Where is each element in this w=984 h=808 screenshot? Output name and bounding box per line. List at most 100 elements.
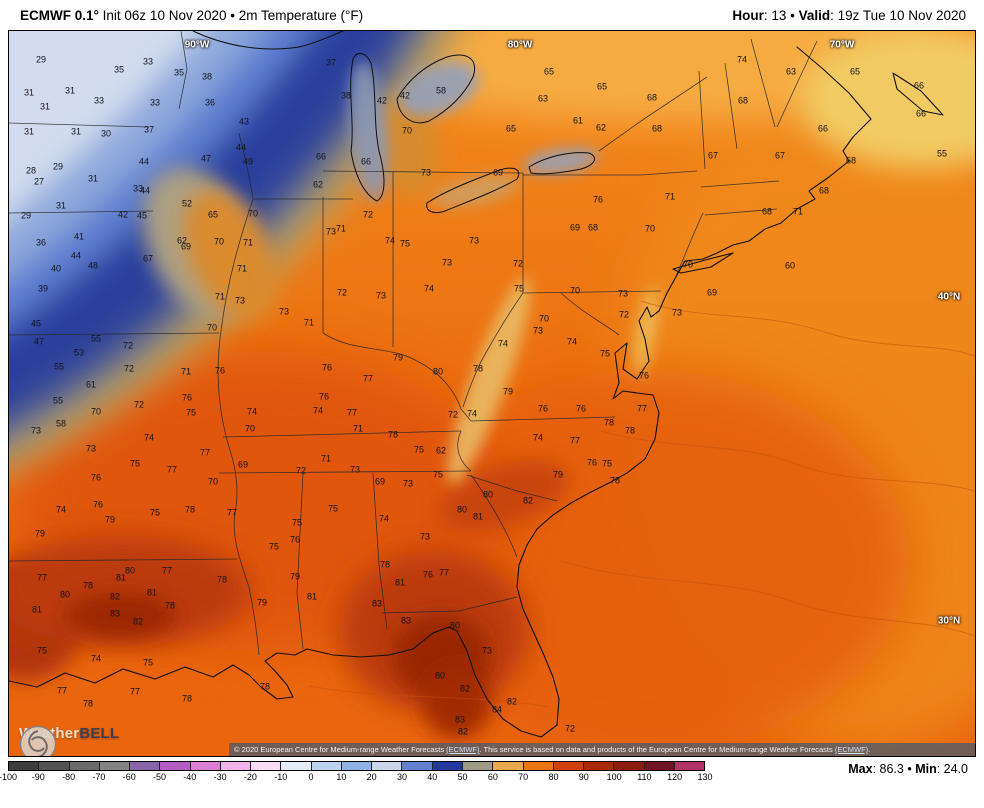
temp-value-label: 70 [401, 125, 413, 136]
temp-value-label: 75 [268, 541, 280, 552]
temp-value-label: 70 [244, 423, 256, 434]
temp-value-label: 63 [785, 66, 797, 77]
temp-value-label: 69 [706, 287, 718, 298]
temp-value-label: 80 [124, 565, 136, 576]
temp-value-label: 73 [30, 425, 42, 436]
temp-value-label: 77 [362, 373, 374, 384]
temp-value-label: 71 [320, 453, 332, 464]
temp-value-label: 76 [592, 194, 604, 205]
temp-value-label: 73 [375, 290, 387, 301]
temp-value-label: 44 [139, 185, 151, 196]
temp-value-label: 67 [774, 150, 786, 161]
temp-value-label: 70 [644, 223, 656, 234]
temp-value-label: 79 [552, 469, 564, 480]
hour-label: Hour [732, 7, 764, 23]
temp-value-label: 81 [306, 591, 318, 602]
colorbar-tick-label: 70 [518, 772, 529, 782]
colorbar-tick-label: 30 [396, 772, 407, 782]
temp-value-label: 31 [64, 85, 76, 96]
temp-value-label: 47 [200, 153, 212, 164]
temp-value-label: 37 [325, 57, 337, 68]
temp-value-label: 72 [447, 409, 459, 420]
colorbar-segment [281, 762, 312, 770]
isotherm-contours [308, 300, 975, 708]
min-value: : 24.0 [936, 762, 968, 776]
temp-value-label: 78 [387, 429, 399, 440]
temp-value-label: 68 [651, 123, 663, 134]
colorbar-tick-label: -90 [31, 772, 45, 782]
temp-value-label: 79 [502, 386, 514, 397]
temp-value-label: 65 [505, 123, 517, 134]
temp-value-label: 74 [423, 283, 435, 294]
ecmwf-link[interactable]: (ECMWF) [446, 745, 480, 754]
temp-value-label: 67 [707, 150, 719, 161]
temp-value-label: 75 [327, 503, 339, 514]
colorbar-segment [130, 762, 161, 770]
temp-value-label: 61 [85, 379, 97, 390]
temp-value-label: 71 [236, 263, 248, 274]
temp-value-label: 74 [90, 653, 102, 664]
temp-value-label: 71 [352, 423, 364, 434]
temp-value-label: 31 [23, 126, 35, 137]
temperature-field [9, 31, 975, 756]
temp-value-label: 29 [52, 161, 64, 172]
temp-value-label: 74 [497, 338, 509, 349]
temp-value-label: 77 [36, 572, 48, 583]
title-rest: Init 06z 10 Nov 2020 • 2m Temperature (°… [98, 7, 364, 23]
temp-value-label: 75 [432, 469, 444, 480]
temp-value-label: 78 [184, 504, 196, 515]
temp-value-label: 31 [39, 101, 51, 112]
colorbar-tick-label: 120 [667, 772, 683, 782]
temp-value-label: 79 [34, 528, 46, 539]
colorbar-ticks: -100 -90 -80 -70 -60 -50 -40 -30 -20 -10 0 10 20 30 40… [0, 772, 713, 784]
colorbar-tick-label: -100 [0, 772, 18, 782]
coordinate-label: 90°W [184, 39, 210, 51]
temp-value-label: 74 [736, 54, 748, 65]
temp-value-label: 45 [30, 318, 42, 329]
temp-value-label: 72 [123, 363, 135, 374]
colorbar-tick-label: -40 [183, 772, 197, 782]
colorbar-segment [493, 762, 524, 770]
temp-value-label: 76 [181, 392, 193, 403]
temp-value-label: 70 [90, 406, 102, 417]
ecmwf-link-2[interactable]: (ECMWF) [834, 745, 869, 754]
colorbar-tick-label: -10 [274, 772, 288, 782]
temp-value-label: 70 [206, 322, 218, 333]
temp-value-label: 69 [492, 167, 504, 178]
temp-value-label: 58 [435, 85, 447, 96]
temp-value-label: 66 [315, 151, 327, 162]
temp-value-label: 44 [235, 142, 247, 153]
temp-value-label: 72 [122, 340, 134, 351]
temp-value-label: 71 [335, 223, 347, 234]
header-separator: • [786, 7, 799, 23]
colorbar-tick-label: 10 [336, 772, 347, 782]
colorbar-tick-label: -20 [243, 772, 257, 782]
colorbar-tick-label: 0 [308, 772, 314, 782]
colorbar-segment [190, 762, 221, 770]
colorbar-segment [9, 762, 40, 770]
wordmark-bell: BELL [79, 725, 120, 742]
temp-value-label: 76 [586, 457, 598, 468]
temp-value-label: 68 [818, 185, 830, 196]
temp-value-label: 73 [278, 306, 290, 317]
colorbar-segment [251, 762, 282, 770]
colorbar-tick-label: -50 [153, 772, 167, 782]
temp-value-label: 68 [737, 95, 749, 106]
valid-time: Hour: 13 • Valid: 19z Tue 10 Nov 2020 [732, 8, 966, 23]
temp-value-label: 83 [454, 714, 466, 725]
temp-value-label: 77 [438, 567, 450, 578]
temp-value-label: 41 [73, 231, 85, 242]
temp-value-label: 79 [289, 571, 301, 582]
colorbar-tick-label: -80 [62, 772, 76, 782]
temp-value-label: 80 [482, 489, 494, 500]
temp-value-label: 65 [543, 66, 555, 77]
colorbar-segment [523, 762, 554, 770]
temp-value-label: 33 [93, 95, 105, 106]
colorbar-segment [341, 762, 373, 770]
temp-value-label: 75 [601, 458, 613, 469]
temp-value-label: 74 [532, 432, 544, 443]
temp-value-label: 79 [104, 514, 116, 525]
temp-value-label: 71 [242, 237, 254, 248]
temp-value-label: 75 [399, 238, 411, 249]
temp-value-label: 35 [173, 67, 185, 78]
